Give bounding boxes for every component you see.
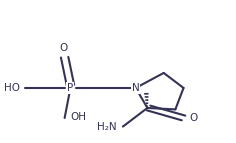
Text: P: P xyxy=(67,83,74,93)
Text: O: O xyxy=(189,113,197,123)
Text: N: N xyxy=(132,83,140,93)
Text: H₂N: H₂N xyxy=(97,122,117,132)
Text: O: O xyxy=(59,43,67,53)
Text: OH: OH xyxy=(71,112,86,122)
Text: HO: HO xyxy=(4,83,20,93)
